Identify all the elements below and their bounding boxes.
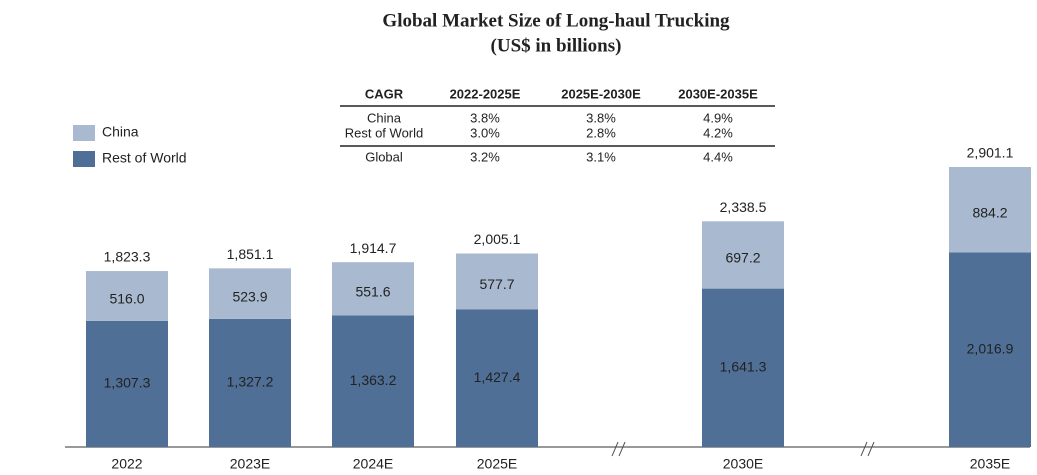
bar-segment [209, 268, 291, 319]
table-cell: Global [365, 149, 403, 164]
bar-segment [209, 318, 291, 447]
total-label: 2,901.1 [967, 145, 1014, 161]
table-cell: 4.4% [703, 149, 733, 164]
table-cell: 4.9% [703, 110, 733, 125]
table-header: 2030E-2035E [678, 86, 758, 101]
table-cell: 3.2% [470, 149, 500, 164]
table-cell: Rest of World [345, 125, 424, 140]
x-tick-label: 2025E [477, 456, 517, 472]
bar-segment [332, 262, 414, 316]
bar-value-label: 1,427.4 [474, 369, 521, 385]
chart-title: Global Market Size of Long-haul Trucking [382, 10, 730, 31]
table-cell: 3.8% [586, 110, 616, 125]
legend-label: Rest of World [102, 150, 187, 166]
total-label: 2,005.1 [474, 231, 521, 247]
total-label: 1,914.7 [350, 240, 397, 256]
bar-value-label: 551.6 [355, 284, 390, 300]
x-tick-label: 2035E [970, 456, 1010, 472]
axis-break [611, 441, 626, 457]
x-tick-label: 2030E [723, 456, 763, 472]
table-header: 2022-2025E [450, 86, 521, 101]
bar-value-label: 577.7 [479, 276, 514, 292]
bar-segment [456, 253, 538, 310]
x-tick-label: 2023E [230, 456, 270, 472]
axis-break [860, 441, 875, 457]
bar-segment [949, 252, 1031, 447]
total-label: 1,851.1 [227, 246, 274, 262]
legend-label: China [102, 124, 139, 140]
x-tick-label: 2024E [353, 456, 393, 472]
bar-segment [456, 309, 538, 447]
table-cell: 3.8% [470, 110, 500, 125]
bar-segment [949, 167, 1031, 253]
bar-segment [702, 221, 784, 289]
bar-value-label: 697.2 [725, 250, 760, 266]
bar-value-label: 1,327.2 [227, 374, 274, 390]
total-label: 1,823.3 [104, 249, 151, 265]
table-cell: China [367, 110, 402, 125]
legend-swatch [73, 151, 95, 167]
x-tick-label: 2022 [111, 456, 142, 472]
bar-value-label: 2,016.9 [967, 340, 1014, 356]
table-cell: 3.0% [470, 125, 500, 140]
bar-segment [702, 288, 784, 447]
bar-value-label: 1,307.3 [104, 375, 151, 391]
bar-value-label: 1,363.2 [350, 372, 397, 388]
table-header: CAGR [365, 86, 404, 101]
bar-segment [332, 315, 414, 447]
table-cell: 4.2% [703, 125, 733, 140]
bar-value-label: 1,641.3 [720, 358, 767, 374]
bar-value-label: 884.2 [972, 204, 1007, 220]
legend-swatch [73, 125, 95, 141]
bar-segment [86, 271, 168, 321]
chart-subtitle: (US$ in billions) [491, 35, 622, 56]
table-cell: 2.8% [586, 125, 616, 140]
bar-segment [86, 320, 168, 447]
table-header: 2025E-2030E [561, 86, 641, 101]
total-label: 2,338.5 [720, 199, 767, 215]
bar-value-label: 516.0 [109, 291, 144, 307]
table-cell: 3.1% [586, 149, 616, 164]
bar-value-label: 523.9 [232, 288, 267, 304]
